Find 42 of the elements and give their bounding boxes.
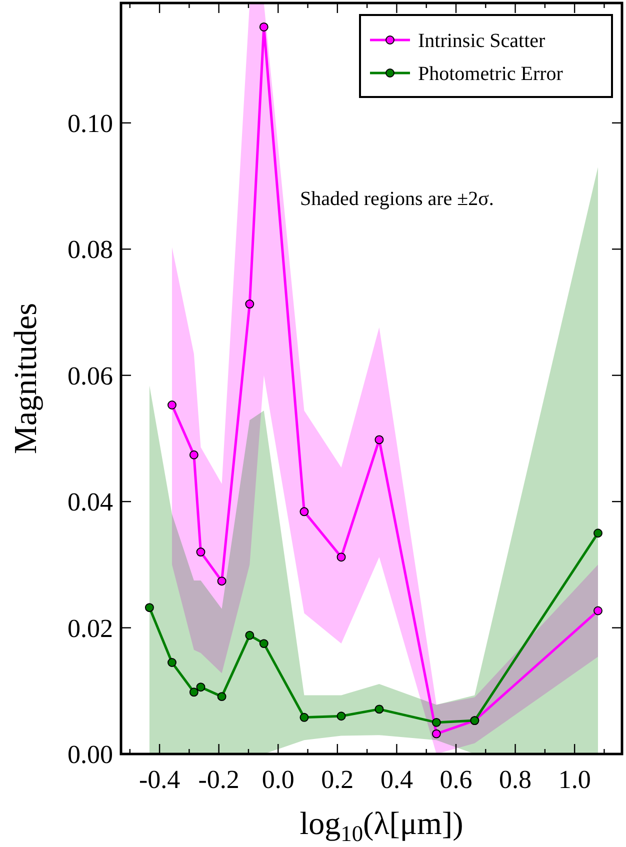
y-tick-label: 0.08 — [68, 235, 113, 264]
x-tick-label: -0.2 — [198, 765, 240, 794]
point — [374, 704, 384, 714]
x-tick-label: 0.0 — [262, 765, 294, 794]
y-tick-label: 0.00 — [68, 740, 113, 770]
x-tick-label: 0.8 — [499, 765, 532, 794]
point — [432, 729, 441, 738]
point — [196, 548, 206, 557]
point — [144, 603, 154, 612]
point — [217, 692, 226, 702]
annotation: Shaded regions are ±2σ. — [300, 188, 494, 210]
y-tick-label: 0.10 — [68, 109, 113, 138]
x-axis-title: log$_{10}$(λ[μm]) — [300, 805, 464, 846]
point — [336, 712, 346, 721]
point — [189, 688, 198, 697]
point — [245, 300, 254, 309]
legend-label: Intrinsic Scatter — [418, 30, 546, 52]
point — [336, 552, 346, 562]
point — [217, 576, 226, 586]
point — [432, 718, 441, 727]
y-tick-label: 0.04 — [68, 488, 113, 517]
point — [189, 450, 198, 460]
point — [374, 435, 384, 444]
legend-label: Photometric Error — [418, 63, 564, 85]
y-tick-label: 0.02 — [68, 614, 113, 643]
point — [300, 507, 309, 516]
y-tick-label: 0.06 — [68, 361, 113, 390]
point — [168, 400, 176, 410]
point — [300, 712, 309, 722]
y-axis-title: Magnitudes — [7, 302, 43, 454]
x-tick-label: -0.4 — [138, 765, 180, 794]
point — [168, 658, 176, 667]
point — [245, 630, 254, 640]
point — [259, 639, 268, 648]
x-tick-label: 1.0 — [558, 765, 591, 794]
point — [196, 682, 206, 692]
point — [594, 528, 602, 538]
x-tick-label: 0.4 — [380, 765, 413, 794]
point — [259, 22, 268, 32]
x-tick-label: 0.6 — [440, 765, 472, 794]
point — [594, 606, 602, 616]
x-tick-label: 0.2 — [321, 765, 354, 794]
